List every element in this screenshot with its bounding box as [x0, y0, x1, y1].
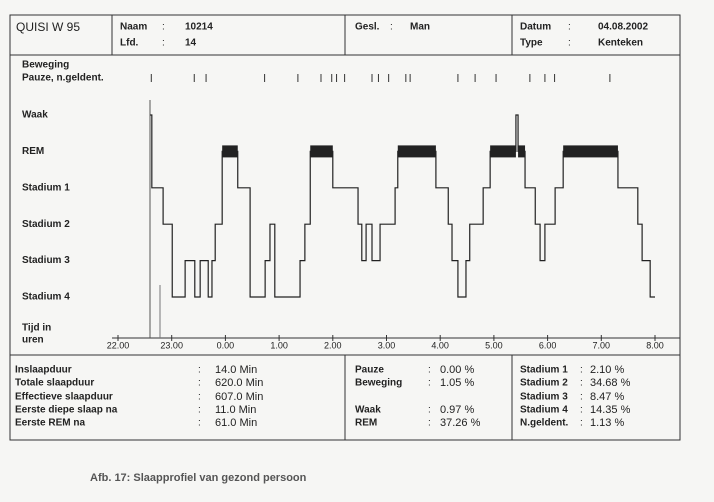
field-label: Type — [520, 38, 543, 49]
summary-value: 607.0 Min — [215, 391, 263, 403]
header-title: QUISI W 95 — [16, 20, 80, 34]
summary-value: 14.0 Min — [215, 364, 257, 376]
summary-label: Eerste diepe slaap na — [15, 405, 118, 416]
summary-value: 34.68 % — [590, 377, 631, 389]
field-value: 04.08.2002 — [598, 22, 648, 33]
x-tick-label: 7.00 — [593, 340, 611, 350]
x-tick-label: 2.00 — [324, 340, 342, 350]
summary-value: 14.35 % — [590, 404, 631, 416]
summary-sep: : — [428, 378, 431, 389]
field-sep: : — [162, 38, 165, 49]
caption: Afb. 17: Slaapprofiel van gezond persoon — [90, 472, 307, 484]
summary-label: Stadium 3 — [520, 392, 568, 403]
x-axis-label: Tijd in — [22, 323, 51, 334]
summary-sep: : — [198, 418, 201, 429]
x-tick-label: 3.00 — [378, 340, 396, 350]
y-tick-label: Stadium 4 — [22, 292, 70, 303]
summary-value: 2.10 % — [590, 364, 624, 376]
summary-value: 1.05 % — [440, 377, 474, 389]
rem-bar — [518, 145, 526, 158]
rem-bar — [310, 145, 333, 158]
field-label: Gesl. — [355, 22, 380, 33]
summary-label: Effectieve slaapduur — [15, 392, 113, 403]
summary-label: Stadium 4 — [520, 405, 568, 416]
summary-value: 0.00 % — [440, 364, 474, 376]
summary-value: 11.0 Min — [215, 404, 256, 416]
x-tick-label: 1.00 — [270, 340, 288, 350]
field-value: Man — [410, 22, 430, 33]
summary-sep: : — [198, 365, 201, 376]
field-value: 14 — [185, 38, 197, 49]
summary-sep: : — [580, 405, 583, 416]
summary-label: REM — [355, 418, 377, 429]
summary-sep: : — [198, 405, 201, 416]
summary-sep: : — [580, 378, 583, 389]
rem-bar — [563, 145, 618, 158]
summary-value: 8.47 % — [590, 391, 624, 403]
y-tick-label: REM — [22, 146, 44, 157]
summary-value: 620.0 Min — [215, 377, 263, 389]
summary-sep: : — [428, 418, 431, 429]
field-label: Datum — [520, 22, 551, 33]
summary-label: Waak — [355, 405, 381, 416]
summary-sep: : — [580, 418, 583, 429]
field-value: 10214 — [185, 22, 213, 33]
field-label: Naam — [120, 22, 147, 33]
summary-value: 37.26 % — [440, 417, 481, 429]
x-tick-label: 6.00 — [539, 340, 557, 350]
y-tick-label: Waak — [22, 110, 48, 121]
summary-sep: : — [428, 405, 431, 416]
summary-label: Stadium 1 — [520, 365, 568, 376]
summary-label: Stadium 2 — [520, 378, 568, 389]
summary-value: 61.0 Min — [215, 417, 257, 429]
hypnogram-line — [150, 114, 655, 298]
y-tick-label: Stadium 2 — [22, 219, 70, 230]
summary-value: 1.13 % — [590, 417, 624, 429]
summary-sep: : — [198, 378, 201, 389]
summary-sep: : — [428, 365, 431, 376]
x-tick-label: 5.00 — [485, 340, 503, 350]
x-tick-label: 23.00 — [160, 340, 183, 350]
summary-value: 0.97 % — [440, 404, 474, 416]
rem-bar — [490, 145, 516, 158]
x-tick-label: 8.00 — [646, 340, 664, 350]
summary-sep: : — [580, 392, 583, 403]
event-row-label: Beweging — [22, 60, 69, 71]
rem-bar — [222, 145, 238, 158]
rem-bar — [397, 145, 436, 158]
summary-label: N.geldent. — [520, 418, 569, 429]
summary-sep: : — [580, 365, 583, 376]
event-row-label: Pauze, n.geldent. — [22, 73, 104, 84]
field-sep: : — [162, 22, 165, 33]
field-sep: : — [568, 22, 571, 33]
field-sep: : — [390, 22, 393, 33]
y-tick-label: Stadium 1 — [22, 182, 70, 193]
summary-label: Beweging — [355, 378, 402, 389]
summary-label: Totale slaapduur — [15, 378, 94, 389]
summary-sep: : — [198, 392, 201, 403]
x-axis-label: uren — [22, 335, 44, 346]
summary-label: Inslaapduur — [15, 365, 72, 376]
x-tick-label: 0.00 — [217, 340, 235, 350]
x-tick-label: 22.00 — [107, 340, 130, 350]
summary-label: Pauze — [355, 365, 384, 376]
field-label: Lfd. — [120, 38, 139, 49]
y-tick-label: Stadium 3 — [22, 255, 70, 266]
field-value: Kenteken — [598, 38, 643, 49]
summary-label: Eerste REM na — [15, 418, 85, 429]
x-tick-label: 4.00 — [431, 340, 449, 350]
field-sep: : — [568, 38, 571, 49]
